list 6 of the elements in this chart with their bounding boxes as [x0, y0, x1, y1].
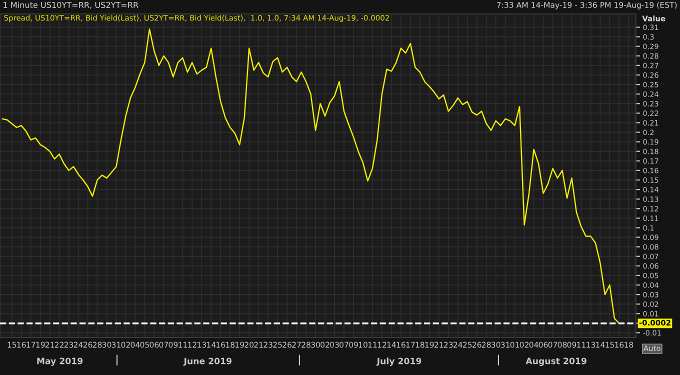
chart-title: 1 Minute US10YT=RR, US2YT=RR [4, 2, 138, 9]
text: May 2019 [37, 358, 83, 366]
line-series [2, 28, 620, 324]
text: June 2019 [183, 358, 232, 366]
text: August 2019 [526, 358, 586, 366]
text: July 2019 [376, 358, 422, 366]
